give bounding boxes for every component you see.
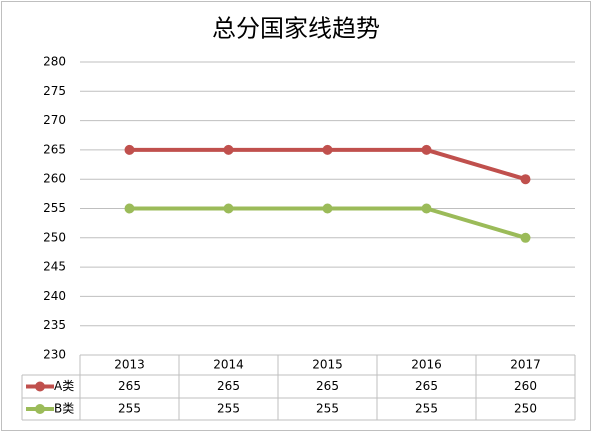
x-tick-label: 2017: [510, 358, 541, 372]
table-value: 265: [316, 379, 339, 393]
marker: [124, 203, 135, 214]
chart-title: 总分国家线趋势: [212, 15, 380, 43]
table-value: 255: [316, 402, 339, 416]
legend-label: A类: [54, 379, 74, 393]
table-value: 265: [217, 379, 240, 393]
y-tick-label: 255: [43, 201, 66, 215]
y-tick-label: 230: [43, 348, 66, 362]
marker: [223, 203, 234, 214]
y-tick-label: 235: [43, 318, 66, 332]
y-tick-label: 240: [43, 289, 66, 303]
table-value: 250: [514, 402, 537, 416]
table-value: 255: [415, 402, 438, 416]
y-tick-label: 265: [43, 142, 66, 156]
marker: [322, 144, 333, 155]
table-value: 255: [217, 402, 240, 416]
marker: [124, 144, 135, 155]
table-value: 265: [415, 379, 438, 393]
marker: [520, 232, 531, 243]
marker: [520, 174, 531, 185]
x-tick-label: 2013: [114, 358, 145, 372]
marker: [421, 203, 432, 214]
table-value: 255: [118, 402, 141, 416]
y-tick-label: 260: [43, 172, 66, 186]
y-tick-label: 275: [43, 84, 66, 98]
x-tick-label: 2014: [213, 358, 244, 372]
x-tick-label: 2016: [411, 358, 442, 372]
y-tick-label: 245: [43, 260, 66, 274]
marker: [322, 203, 333, 214]
table-value: 265: [118, 379, 141, 393]
chart-border: [1, 1, 591, 431]
x-tick-label: 2015: [312, 358, 343, 372]
marker: [421, 144, 432, 155]
legend-label: B类: [54, 402, 74, 416]
legend-marker: [35, 404, 45, 414]
y-tick-label: 270: [43, 113, 66, 127]
table-value: 260: [514, 379, 537, 393]
legend-marker: [35, 381, 45, 392]
marker: [223, 144, 234, 155]
y-tick-label: 250: [43, 230, 66, 244]
y-tick-label: 280: [43, 55, 66, 69]
